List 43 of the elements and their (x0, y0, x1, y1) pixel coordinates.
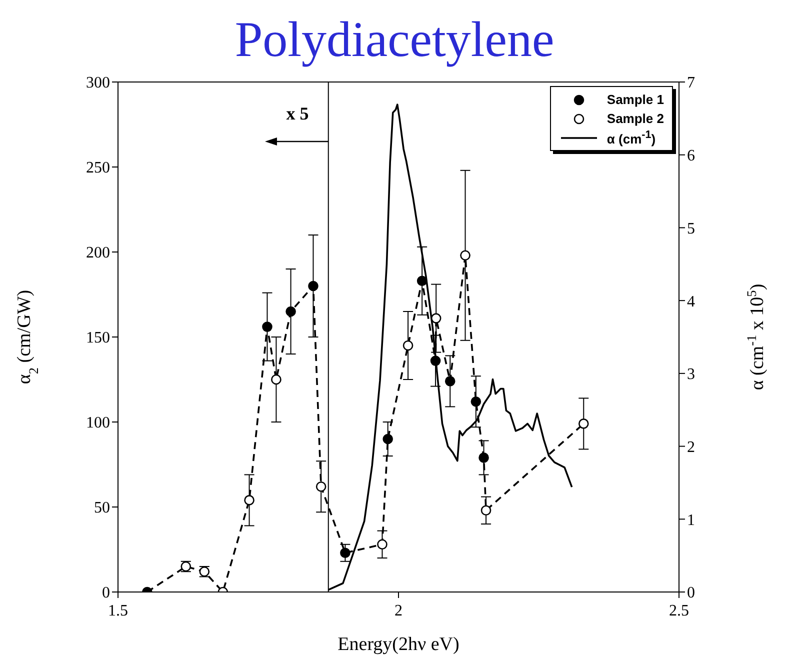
point (308, 280, 318, 292)
annotation: x 5 (286, 103, 309, 124)
point (382, 434, 393, 444)
point (416, 276, 428, 286)
y-tick-label: 250 (86, 160, 110, 177)
y2-tick-label: 0 (687, 584, 695, 602)
legend-label: α (cm$^{-1}$) (606, 128, 656, 146)
y2-tick-label: 7 (687, 74, 695, 92)
point (316, 481, 326, 492)
point (578, 418, 589, 429)
x-tick-label: 1.5 (108, 602, 128, 620)
y-tick-label: 300 (86, 74, 110, 92)
point (430, 313, 442, 324)
point (478, 452, 489, 463)
point (480, 505, 492, 516)
y2-tick-label: 3 (687, 366, 695, 384)
point (430, 356, 441, 366)
point (402, 340, 414, 351)
point (470, 396, 482, 407)
point (377, 539, 388, 550)
point (262, 322, 272, 332)
point (271, 374, 282, 385)
x-axis-title: Energy(2hν eV) (338, 634, 460, 655)
legend-label: Sample 1 (606, 92, 664, 107)
legend-label: Sample 2 (606, 111, 664, 126)
point (286, 306, 296, 317)
y2-tick-label: 5 (687, 220, 695, 238)
y-tick-label: 200 (86, 244, 110, 262)
point (460, 250, 470, 261)
point (340, 548, 350, 558)
y-tick-label: 100 (86, 414, 110, 432)
y2-tick-label: 2 (687, 438, 695, 456)
y2-tick-label: 6 (687, 148, 695, 165)
y-tick-label: 50 (94, 500, 110, 517)
x-tick-label: 2 (394, 602, 402, 620)
chart-title: Polydiacetylene (234, 10, 556, 69)
y2-tick-label: 1 (687, 512, 695, 529)
y-tick-label: 0 (102, 584, 110, 602)
point (444, 376, 456, 386)
point (244, 495, 254, 506)
y2-tick-label: 4 (687, 293, 695, 310)
x-tick-label: 2.5 (669, 602, 689, 620)
y-tick-label: 150 (86, 330, 110, 347)
